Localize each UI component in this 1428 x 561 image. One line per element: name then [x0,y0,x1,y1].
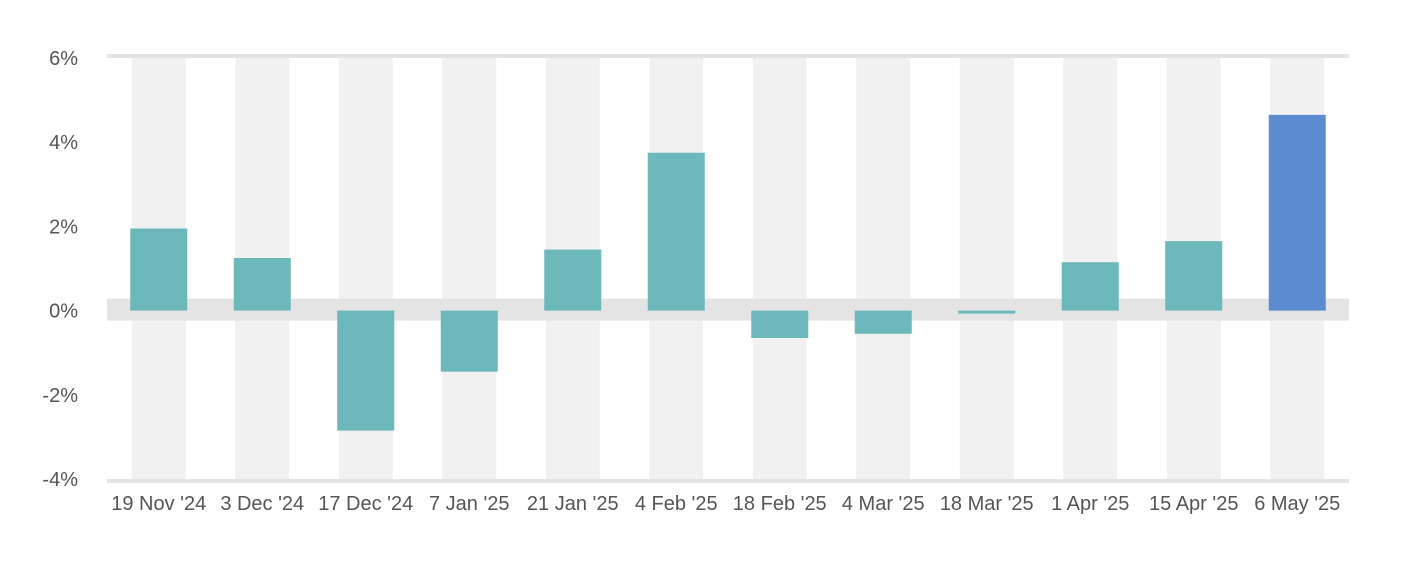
top-axis-line [107,54,1349,58]
x-tick-label: 17 Dec '24 [318,493,413,515]
bar-2 [337,310,395,431]
bar-1 [233,257,291,311]
column-band [442,58,497,479]
bar-9 [1061,262,1119,311]
y-tick-label: 4% [49,132,78,154]
bar-11 [1268,114,1326,311]
y-axis-tick-labels: 6% 4% 2% 0% -2% -4% [42,48,78,491]
column-band [856,58,911,479]
y-tick-label: 2% [49,216,78,238]
column-band [752,58,807,479]
x-tick-label: 21 Jan '25 [527,493,619,515]
zero-line-band [107,298,1349,321]
x-axis-tick-labels: 19 Nov '24 3 Dec '24 17 Dec '24 7 Jan '25 21… [111,493,1340,515]
x-tick-label: 1 Apr '25 [1051,493,1129,515]
x-tick-label: 19 Nov '24 [111,493,206,515]
bar-5 [647,152,705,311]
y-tick-label: -2% [42,385,78,407]
bar-4 [544,249,602,311]
x-tick-label: 15 Apr '25 [1149,493,1238,515]
bar-6 [751,310,809,338]
bar-3 [440,310,498,372]
column-bands [131,58,1325,479]
bar-7 [854,310,912,334]
x-tick-label: 3 Dec '24 [220,493,304,515]
axis-lines [107,54,1349,483]
bar-8 [958,310,1016,314]
x-tick-label: 18 Feb '25 [733,493,827,515]
column-band [959,58,1014,479]
bottom-axis-line [107,479,1349,483]
x-tick-label: 4 Feb '25 [635,493,718,515]
bar-0 [130,228,188,311]
x-tick-label: 18 Mar '25 [940,493,1034,515]
y-tick-label: 6% [49,48,78,70]
x-tick-label: 6 May '25 [1254,493,1340,515]
y-tick-label: 0% [49,301,78,323]
x-tick-label: 4 Mar '25 [842,493,925,515]
bar-10 [1165,241,1223,311]
y-tick-label: -4% [42,469,78,491]
x-tick-label: 7 Jan '25 [429,493,510,515]
bars [130,114,1326,431]
